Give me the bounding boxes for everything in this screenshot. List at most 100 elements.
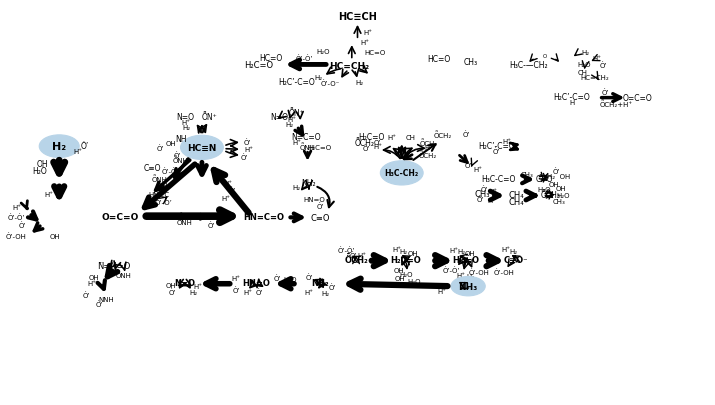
Text: Ȯ’: Ȯ’: [305, 273, 312, 280]
Text: H⁺: H⁺: [12, 205, 21, 210]
Text: ȪNH: ȪNH: [151, 175, 167, 182]
Text: H⁺: H⁺: [358, 253, 366, 259]
Text: Ȯ’: Ȯ’: [602, 89, 610, 96]
Text: OH: OH: [395, 275, 405, 281]
Text: CH₃: CH₃: [553, 199, 565, 205]
Text: H⁺: H⁺: [488, 189, 498, 195]
Text: H⁺: H⁺: [221, 196, 230, 201]
Text: NH: NH: [174, 134, 187, 143]
Text: H₂: H₂: [582, 50, 590, 56]
Text: H₃C-CH₂: H₃C-CH₂: [385, 169, 419, 178]
Text: Ȯ’: Ȯ’: [274, 275, 281, 282]
Text: H₂  OH: H₂ OH: [547, 174, 571, 180]
Text: H₂O: H₂O: [317, 49, 330, 55]
Text: HC=CH₂: HC=CH₂: [580, 75, 608, 80]
Circle shape: [535, 51, 554, 62]
Text: NNH: NNH: [99, 296, 114, 303]
Text: HC≡N: HC≡N: [187, 143, 217, 153]
Text: H⁺: H⁺: [449, 247, 458, 253]
Text: N=O: N=O: [270, 113, 288, 121]
Text: H₂: H₂: [509, 249, 517, 255]
Text: Ȯ’: Ȯ’: [480, 186, 488, 193]
Text: OH: OH: [88, 274, 99, 280]
Text: CH₃: CH₃: [463, 58, 478, 66]
Text: H₂C’-C=O: H₂C’-C=O: [553, 93, 590, 102]
Text: Ȯ’: Ȯ’: [600, 62, 608, 69]
Text: H₂C=O: H₂C=O: [307, 145, 331, 151]
Text: H₂: H₂: [189, 289, 197, 295]
Text: O=C=O: O=C=O: [102, 212, 139, 221]
Circle shape: [380, 161, 423, 185]
Text: Ȯ’-Ȯ’: Ȯ’-Ȯ’: [8, 213, 25, 220]
Text: H₂C=O: H₂C=O: [390, 255, 421, 264]
Text: Ȯ’: Ȯ’: [493, 147, 500, 154]
Text: Ȯ’: Ȯ’: [229, 187, 237, 194]
Text: C≡O: C≡O: [143, 164, 161, 173]
Text: H⁺: H⁺: [243, 289, 252, 295]
Text: Ȯ’: Ȯ’: [232, 286, 240, 293]
Text: H₂C’-C=O: H₂C’-C=O: [278, 78, 315, 87]
Text: H₂O: H₂O: [284, 276, 297, 282]
Text: H⁺: H⁺: [501, 246, 511, 252]
Text: OH: OH: [408, 250, 418, 256]
Text: NH₃: NH₃: [458, 282, 478, 291]
Text: Ȯ’: Ȯ’: [243, 139, 251, 145]
Text: HC≡CH: HC≡CH: [338, 12, 377, 22]
Circle shape: [451, 277, 485, 296]
Text: H₂O: H₂O: [538, 187, 551, 192]
Text: OH: OH: [158, 183, 169, 189]
Text: N=O: N=O: [176, 113, 194, 121]
Text: Ȯ’-OH: Ȯ’-OH: [468, 269, 489, 275]
Text: O: O: [543, 54, 546, 59]
Text: H⁺: H⁺: [223, 180, 232, 186]
Text: O’-O’: O’-O’: [154, 200, 172, 205]
Text: OH: OH: [165, 141, 176, 147]
Text: Ȯ’: Ȯ’: [374, 139, 381, 145]
Text: OH: OH: [556, 185, 566, 192]
Text: ȪN⁺: ȪN⁺: [289, 109, 305, 118]
Text: Ȯ’: Ȯ’: [95, 300, 103, 307]
Text: ȪNH: ȪNH: [300, 143, 315, 151]
Text: H: H: [569, 99, 574, 105]
Text: Ȯ’: Ȯ’: [255, 289, 263, 296]
Text: Ȯ’: Ȯ’: [82, 291, 90, 298]
Text: H₂O: H₂O: [556, 192, 570, 198]
Text: O=C=O: O=C=O: [623, 94, 653, 103]
Text: H₂: H₂: [286, 122, 294, 128]
Text: OH: OH: [36, 160, 48, 168]
Text: CH₃: CH₃: [521, 171, 533, 177]
Text: H₃C-C=O: H₃C-C=O: [482, 175, 516, 183]
Text: H₂: H₂: [182, 124, 190, 130]
Text: H₂: H₂: [314, 75, 322, 81]
Text: Ȯ’: Ȯ’: [174, 151, 182, 158]
Text: H⁺: H⁺: [363, 30, 372, 36]
Text: H₂C’-C=O: H₂C’-C=O: [478, 141, 515, 151]
Text: ȪCH₃: ȪCH₃: [540, 191, 560, 200]
Text: H₂: H₂: [425, 282, 433, 288]
Text: Ȯ’: Ȯ’: [207, 221, 215, 228]
Text: ȪCH₂: ȪCH₂: [418, 151, 437, 159]
Text: H⁺: H⁺: [503, 139, 512, 145]
Text: Ȯ’-Ȯ’: Ȯ’-Ȯ’: [295, 55, 312, 62]
Text: Ȯ’: Ȯ’: [329, 284, 336, 291]
Text: Ȯ’: Ȯ’: [19, 221, 26, 228]
Text: H₂: H₂: [400, 249, 408, 255]
Text: Ȯ’: Ȯ’: [81, 141, 89, 151]
Circle shape: [180, 136, 223, 160]
Text: H₂O: H₂O: [578, 62, 591, 68]
Text: H⁺: H⁺: [287, 117, 296, 123]
Text: H⁺: H⁺: [107, 269, 116, 275]
Text: H⁺: H⁺: [305, 289, 313, 295]
Text: ȪCH₂: ȪCH₂: [420, 139, 438, 147]
Text: Ȯ’: Ȯ’: [464, 162, 472, 169]
Text: HC=O: HC=O: [428, 55, 450, 64]
Text: Ȯ’-O⁻: Ȯ’-O⁻: [321, 80, 340, 86]
Text: Ȯ’: Ȯ’: [350, 252, 357, 258]
Text: Ȯ’: Ȯ’: [476, 196, 484, 202]
Text: OH: OH: [465, 250, 475, 256]
Text: Ȯ’: Ȯ’: [552, 168, 560, 175]
Text: H⁺: H⁺: [487, 198, 496, 203]
Text: H₂C=O: H₂C=O: [359, 132, 385, 142]
Text: Ȯ’-OH: Ȯ’-OH: [493, 269, 514, 275]
Text: Ȯ’-Ȯ’: Ȯ’-Ȯ’: [337, 247, 355, 254]
